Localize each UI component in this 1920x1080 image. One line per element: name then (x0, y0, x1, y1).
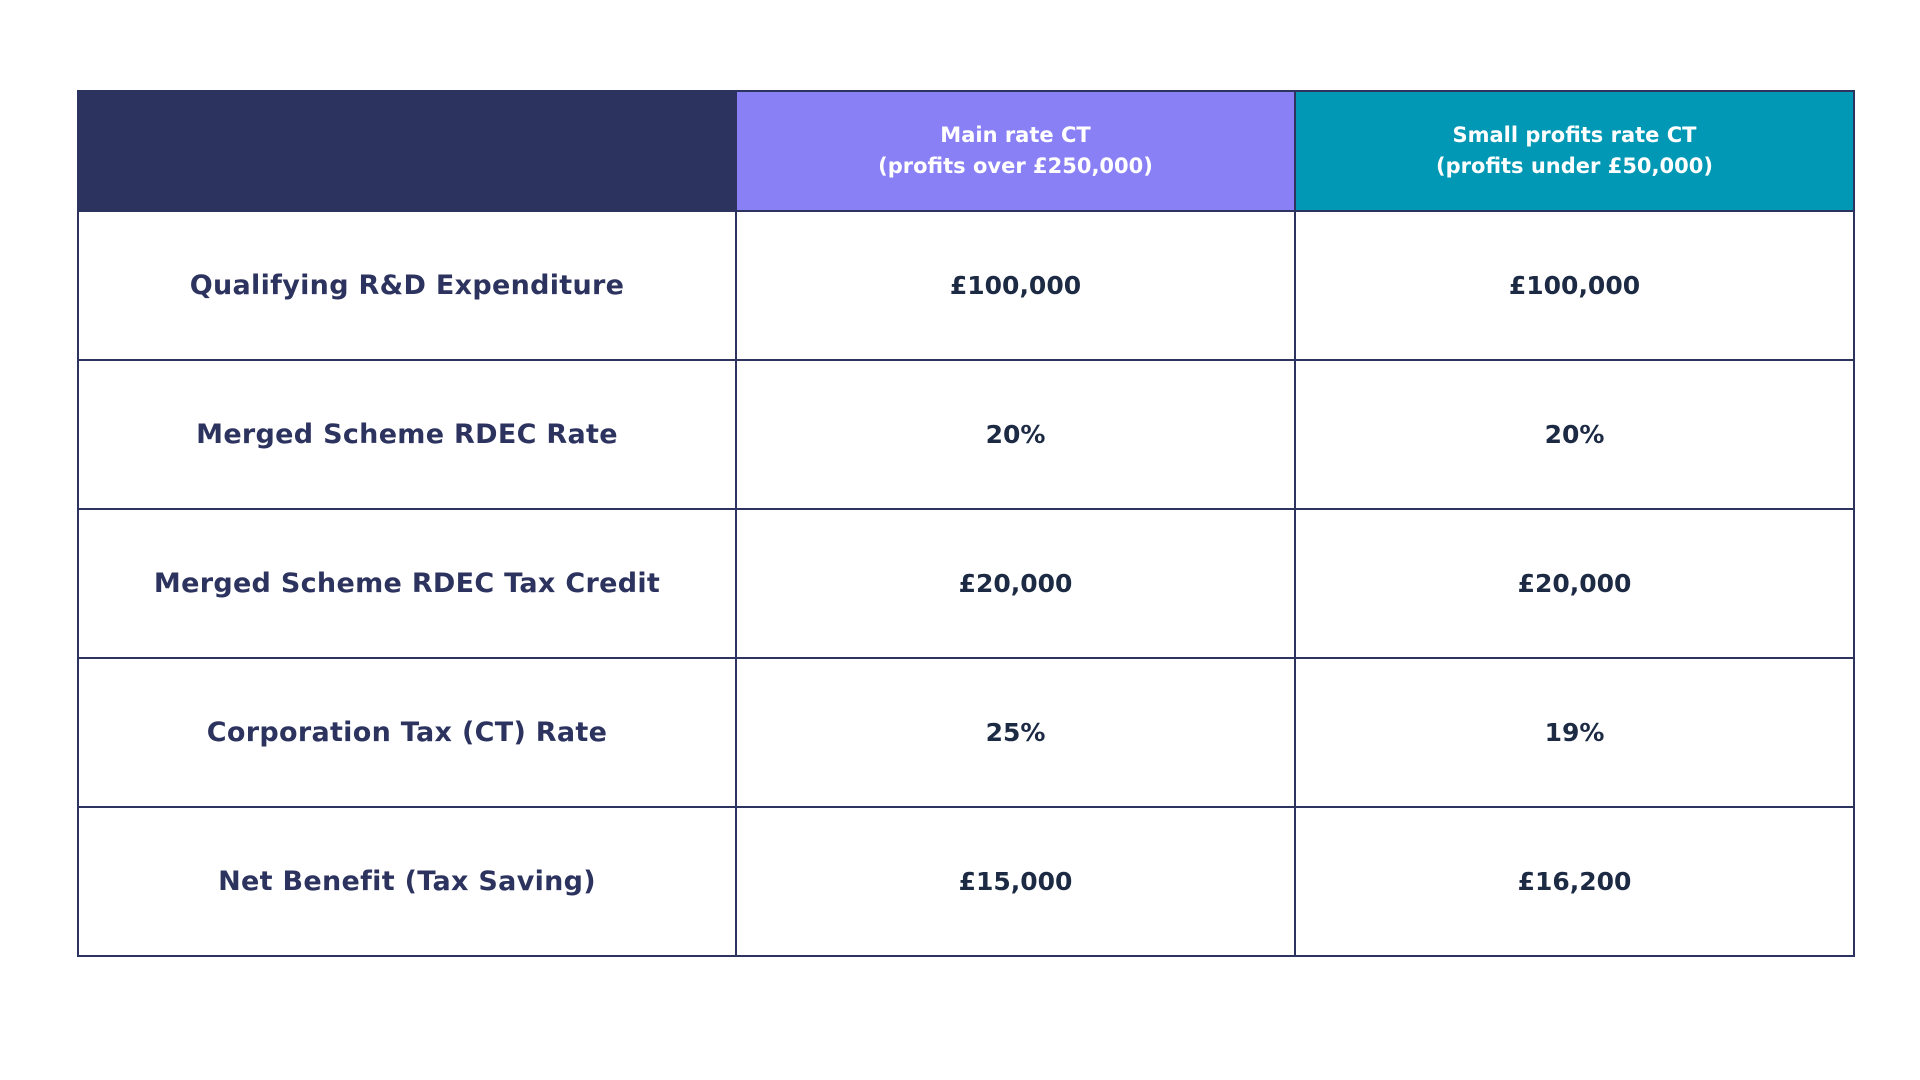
cell-small-rdec-tax-credit: £20,000 (1294, 508, 1855, 659)
header-main-rate: Main rate CT (profits over £250,000) (735, 90, 1296, 212)
row-label-rdec-rate: Merged Scheme RDEC Rate (77, 359, 737, 510)
table-row: Merged Scheme RDEC Tax Credit £20,000 £2… (77, 508, 1855, 659)
comparison-table-container: Main rate CT (profits over £250,000) Sma… (77, 90, 1855, 957)
cell-main-rdec-tax-credit: £20,000 (735, 508, 1296, 659)
header-small-profits-subtitle: (profits under £50,000) (1436, 154, 1713, 178)
rdec-comparison-table: Main rate CT (profits over £250,000) Sma… (77, 90, 1855, 957)
row-label-ct-rate: Corporation Tax (CT) Rate (77, 657, 737, 808)
header-small-profits-title: Small profits rate CT (1452, 123, 1697, 147)
row-label-rdec-tax-credit: Merged Scheme RDEC Tax Credit (77, 508, 737, 659)
cell-small-qualifying-expenditure: £100,000 (1294, 210, 1855, 361)
cell-main-rdec-rate: 20% (735, 359, 1296, 510)
table-row: Qualifying R&D Expenditure £100,000 £100… (77, 210, 1855, 361)
cell-main-net-benefit: £15,000 (735, 806, 1296, 957)
cell-small-ct-rate: 19% (1294, 657, 1855, 808)
row-label-net-benefit: Net Benefit (Tax Saving) (77, 806, 737, 957)
table-header-row: Main rate CT (profits over £250,000) Sma… (77, 90, 1855, 212)
cell-small-net-benefit: £16,200 (1294, 806, 1855, 957)
cell-main-qualifying-expenditure: £100,000 (735, 210, 1296, 361)
table-row: Merged Scheme RDEC Rate 20% 20% (77, 359, 1855, 510)
table-row: Corporation Tax (CT) Rate 25% 19% (77, 657, 1855, 808)
header-main-rate-title: Main rate CT (940, 123, 1091, 147)
header-main-rate-subtitle: (profits over £250,000) (878, 154, 1153, 178)
table-row: Net Benefit (Tax Saving) £15,000 £16,200 (77, 806, 1855, 957)
cell-small-rdec-rate: 20% (1294, 359, 1855, 510)
header-corner-cell (77, 90, 737, 212)
row-label-qualifying-expenditure: Qualifying R&D Expenditure (77, 210, 737, 361)
header-small-profits-rate: Small profits rate CT (profits under £50… (1294, 90, 1855, 212)
cell-main-ct-rate: 25% (735, 657, 1296, 808)
